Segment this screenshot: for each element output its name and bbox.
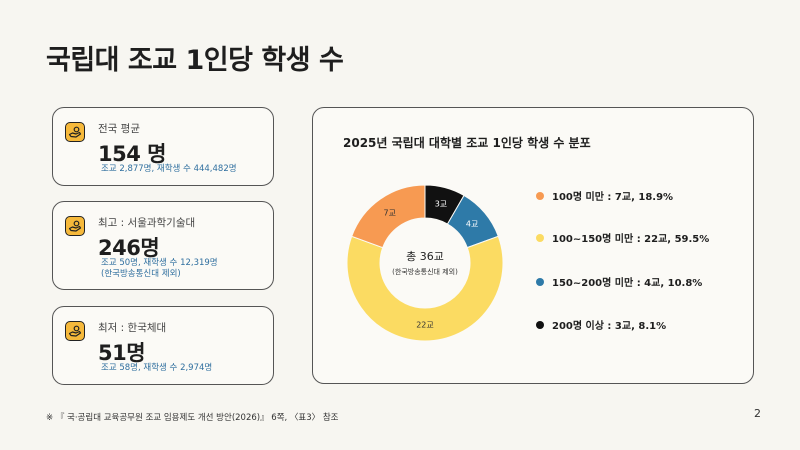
hand-coin-icon	[65, 321, 85, 341]
legend-item-under-100: 100명 미만 : 7교, 18.9%	[536, 188, 673, 203]
legend-text: 100~150명 미만 : 22교, 59.5%	[552, 234, 710, 245]
card-value: 51명	[98, 341, 146, 365]
card-sub: 조교 58명, 재학생 수 2,974명	[101, 363, 213, 373]
hand-coin-icon	[65, 216, 85, 236]
page-number: 2	[754, 407, 761, 420]
legend-item-200-plus: 200명 이상 : 3교, 8.1%	[536, 317, 666, 332]
donut-slice	[346, 235, 504, 342]
donut-center-sublabel: (한국방송통신대 제외)	[392, 267, 458, 276]
card-label: 최고 : 서울과학기술대	[98, 217, 196, 229]
card-label: 전국 평균	[98, 123, 140, 135]
slice-label: 3교	[435, 200, 447, 209]
card-sub: 조교 50명, 재학생 수 12,319명	[101, 258, 218, 268]
slice-label: 4교	[466, 219, 478, 228]
card-highest: 최고 : 서울과학기술대 246명 조교 50명, 재학생 수 12,319명 …	[52, 201, 274, 290]
legend-text: 100명 미만 : 7교, 18.9%	[552, 192, 674, 203]
donut-center-label: 총 36교	[406, 250, 444, 263]
legend-swatch	[536, 233, 544, 242]
legend-text: 150~200명 미만 : 4교, 10.8%	[552, 278, 703, 289]
legend-item-150-200: 150~200명 미만 : 4교, 10.8%	[536, 274, 702, 289]
legend-swatch	[536, 320, 544, 329]
donut-slice	[351, 184, 426, 249]
card-label: 최저 : 한국체대	[98, 322, 167, 334]
chart-panel	[312, 107, 754, 384]
page-title: 국립대 조교 1인당 학생 수	[46, 45, 344, 76]
legend-swatch	[536, 191, 544, 200]
chart-title: 2025년 국립대 대학별 조교 1인당 학생 수 분포	[343, 136, 591, 150]
slice-label: 22교	[416, 321, 434, 330]
card-national-average: 전국 평균 154 명 조교 2,877명, 재학생 수 444,482명	[52, 107, 274, 186]
card-lowest: 최저 : 한국체대 51명 조교 58명, 재학생 수 2,974명	[52, 306, 274, 385]
legend-swatch	[536, 277, 544, 286]
card-value: 246명	[98, 236, 160, 260]
card-value: 154 명	[98, 142, 166, 166]
donut-chart: 3교 4교 22교 7교총 36교 (한국방송통신대 제외)	[346, 184, 504, 342]
card-sub: (한국방송통신대 제외)	[101, 269, 181, 279]
hand-coin-icon	[65, 122, 85, 142]
legend-item-100-150: 100~150명 미만 : 22교, 59.5%	[536, 230, 709, 245]
slice-label: 7교	[383, 209, 395, 218]
card-sub: 조교 2,877명, 재학생 수 444,482명	[101, 164, 237, 174]
footnote: ※ 『 국·공립대 교육공무원 조교 임용제도 개선 방안(2026)』 6쪽,…	[46, 413, 339, 423]
legend-text: 200명 이상 : 3교, 8.1%	[552, 321, 667, 332]
